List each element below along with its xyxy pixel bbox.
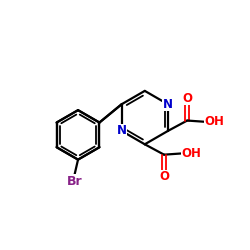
Text: Br: Br: [66, 174, 82, 188]
Text: OH: OH: [204, 115, 224, 128]
Text: O: O: [159, 170, 169, 183]
Text: N: N: [117, 124, 127, 138]
Text: O: O: [182, 92, 192, 105]
Text: N: N: [163, 98, 173, 111]
Text: OH: OH: [181, 147, 201, 160]
